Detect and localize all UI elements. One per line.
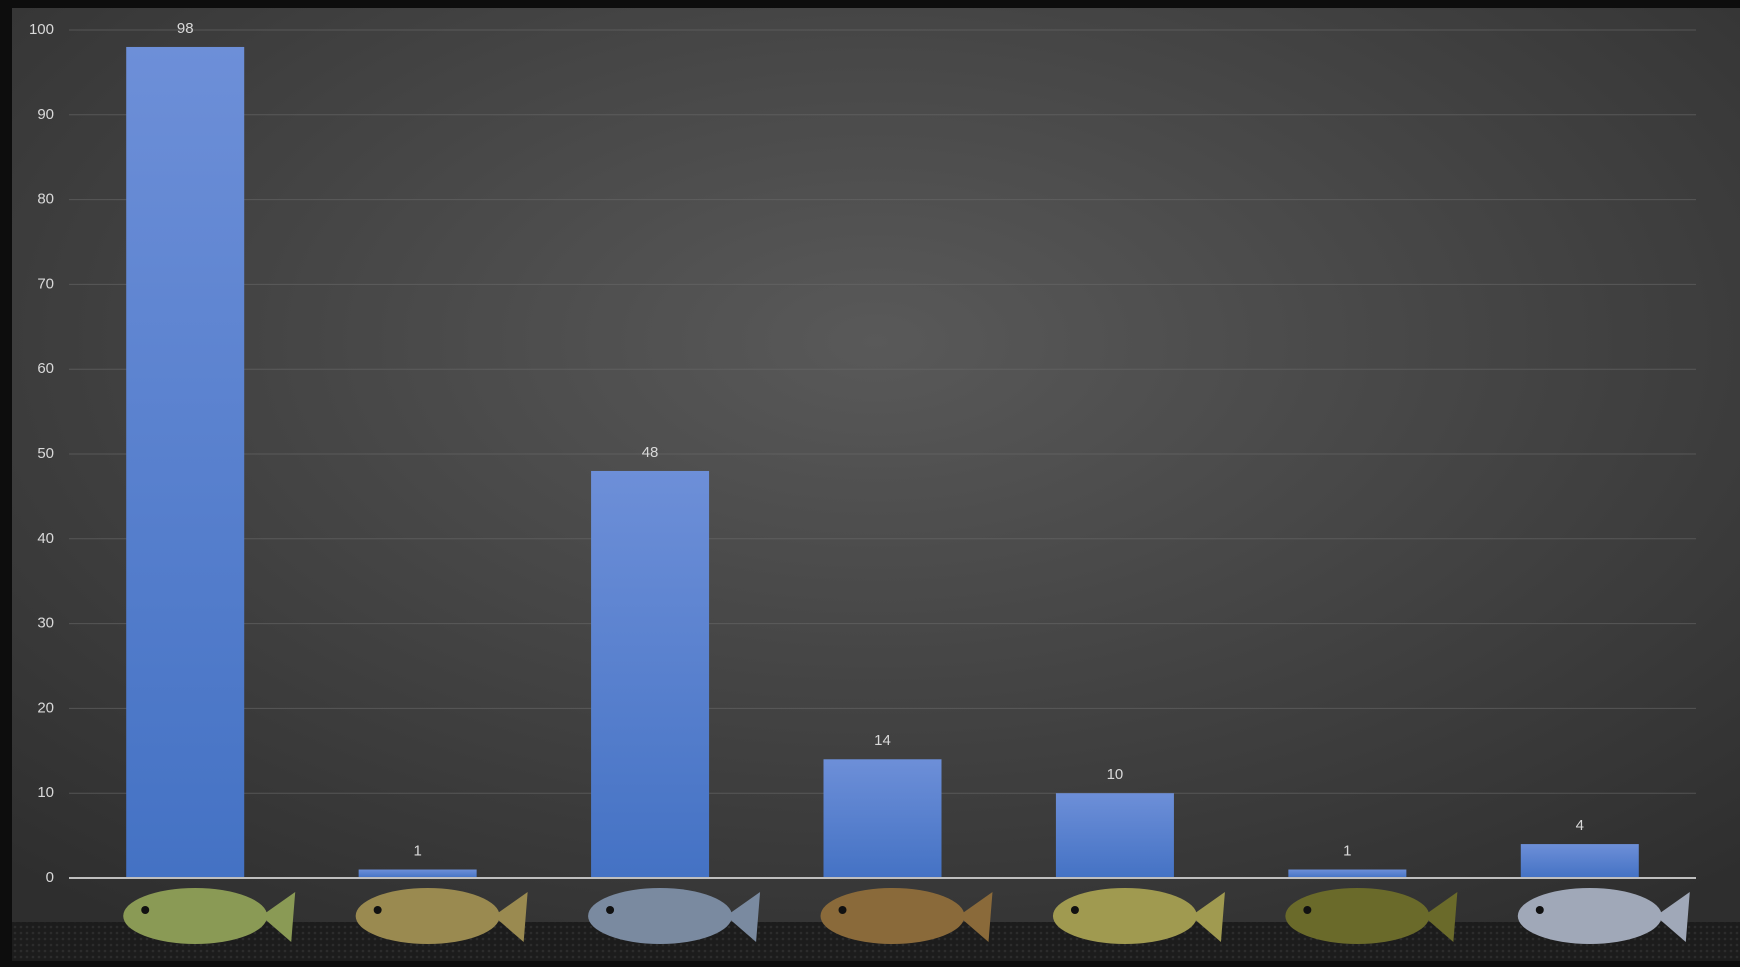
y-tick-label: 20 — [37, 699, 54, 716]
fish-body — [1285, 888, 1430, 944]
fish-tail — [1655, 892, 1690, 942]
fish-body — [1052, 888, 1197, 944]
fish-tail — [726, 892, 761, 942]
fish-eye — [1535, 906, 1544, 914]
y-tick-label: 0 — [46, 869, 54, 886]
data-label: 10 — [1107, 766, 1124, 783]
data-label: 98 — [177, 20, 194, 37]
fish-tail — [1190, 892, 1225, 942]
y-tick-label: 80 — [37, 191, 54, 208]
y-tick-label: 70 — [37, 275, 54, 292]
y-tick-label: 90 — [37, 106, 54, 123]
y-tick-label: 40 — [37, 530, 54, 547]
fish-eye — [141, 906, 150, 914]
bar — [1288, 869, 1407, 878]
fish-eye — [373, 906, 382, 914]
fish-tail — [1423, 892, 1458, 942]
fish-tail — [261, 892, 296, 942]
y-tick-label: 10 — [37, 784, 54, 801]
bar — [358, 869, 477, 878]
data-label: 1 — [413, 842, 421, 859]
bar — [126, 46, 245, 878]
fish-tail — [493, 892, 528, 942]
fish-eye — [838, 906, 847, 914]
fish-body — [820, 888, 965, 944]
fish-body — [588, 888, 733, 944]
fish-body — [1517, 888, 1662, 944]
y-tick-label: 60 — [37, 360, 54, 377]
bar — [1055, 793, 1174, 878]
bar — [1520, 844, 1639, 878]
bar — [591, 470, 710, 878]
y-tick-label: 100 — [29, 21, 54, 38]
fish-tail — [958, 892, 993, 942]
fish-body — [355, 888, 500, 944]
bar — [823, 759, 942, 878]
fish-eye — [1303, 906, 1312, 914]
y-tick-label: 50 — [37, 445, 54, 462]
data-label: 1 — [1343, 842, 1351, 859]
data-label: 4 — [1576, 817, 1584, 834]
fish-eye — [1070, 906, 1079, 914]
y-tick-label: 30 — [37, 615, 54, 632]
data-label: 48 — [642, 444, 659, 461]
fish-eye — [606, 906, 615, 914]
data-label: 14 — [874, 732, 891, 749]
fish-body — [123, 888, 268, 944]
